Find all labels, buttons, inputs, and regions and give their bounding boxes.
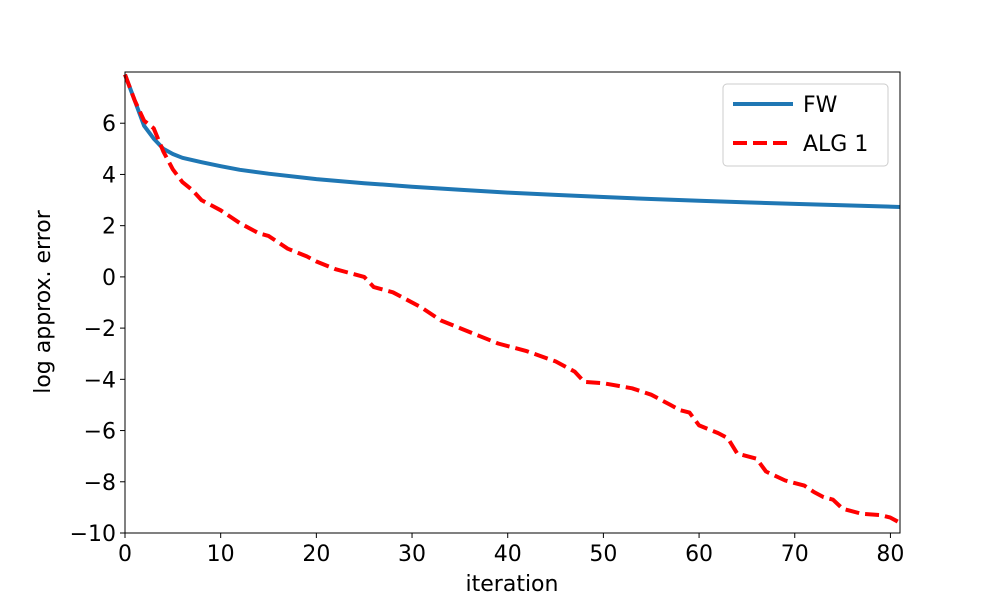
y-tick-label: −8 <box>84 471 116 496</box>
y-axis-label: log approx. error <box>31 209 56 394</box>
y-tick-label: −2 <box>84 317 116 342</box>
x-tick-label: 10 <box>207 542 235 567</box>
series-layer <box>123 73 901 525</box>
y-tick-label: 2 <box>102 215 116 240</box>
x-tick-label: 60 <box>685 542 713 567</box>
legend: FW ALG 1 <box>722 83 889 167</box>
y-tick-label: 4 <box>102 163 116 188</box>
x-axis-ticks: 0 10 20 30 40 50 60 70 80 <box>118 533 904 567</box>
x-tick-label: 80 <box>876 542 904 567</box>
y-tick-label: −10 <box>70 522 116 547</box>
x-tick-label: 30 <box>398 542 426 567</box>
legend-label-alg1: ALG 1 <box>803 132 868 157</box>
x-axis-label: iteration <box>466 572 559 597</box>
x-tick-label: 70 <box>781 542 809 567</box>
y-tick-label: 0 <box>102 266 116 291</box>
y-tick-label: −6 <box>84 420 116 445</box>
series-line-alg-1 <box>123 73 901 525</box>
x-tick-label: 0 <box>118 542 132 567</box>
x-tick-label: 20 <box>302 542 330 567</box>
x-tick-label: 50 <box>589 542 617 567</box>
y-tick-label: 6 <box>102 112 116 137</box>
legend-label-fw: FW <box>803 93 838 118</box>
plot-area-frame <box>124 71 901 534</box>
x-tick-label: 40 <box>494 542 522 567</box>
y-tick-label: −4 <box>84 368 116 393</box>
y-axis-ticks: 6 4 2 0 −2 −4 −6 −8 −10 <box>70 112 125 547</box>
